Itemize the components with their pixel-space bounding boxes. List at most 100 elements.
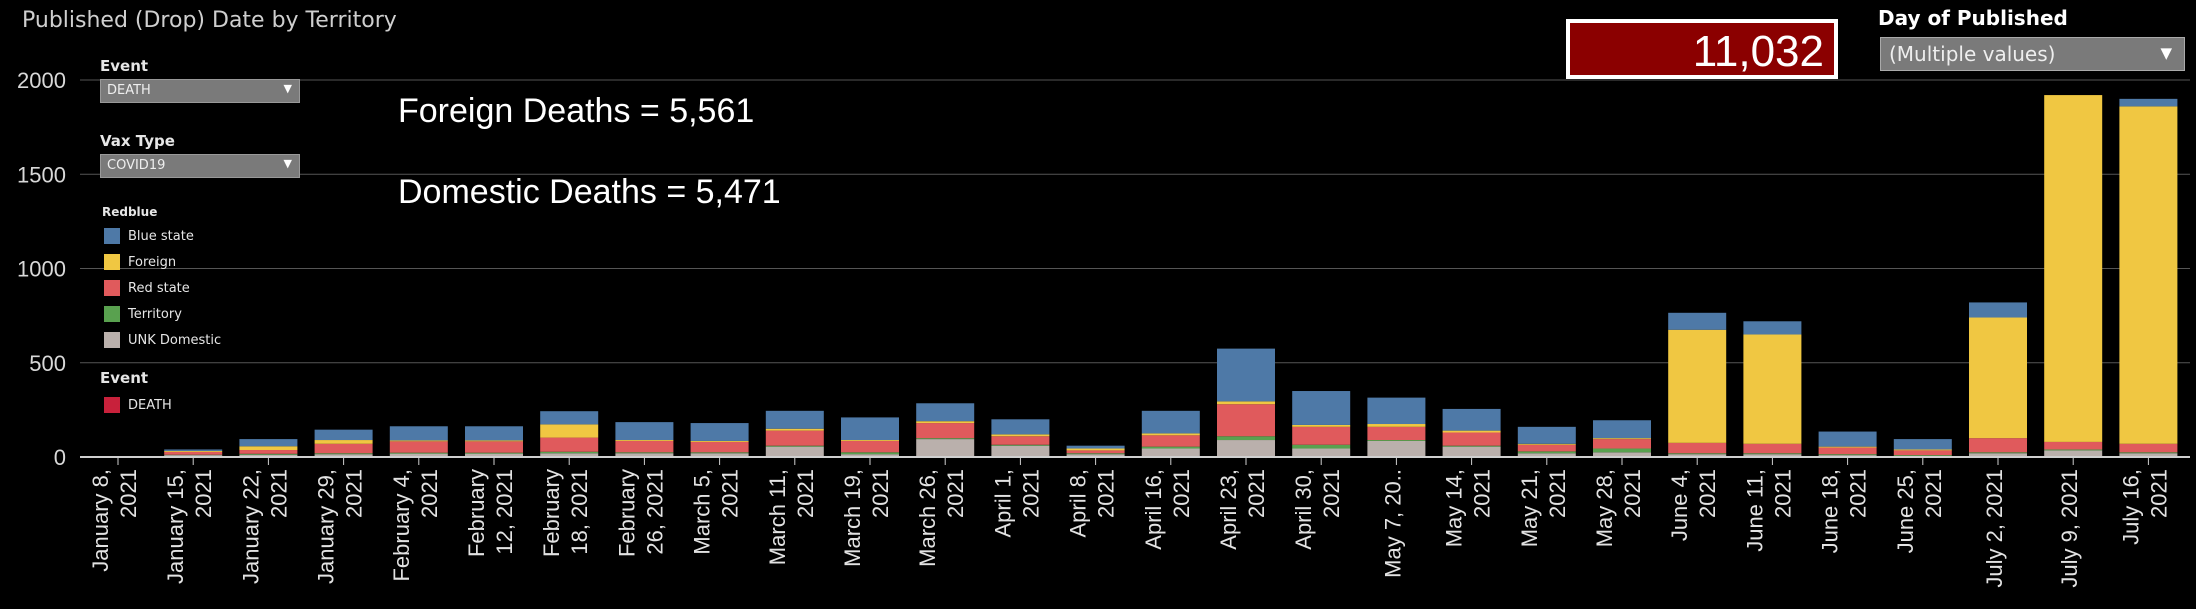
bar-segment	[1217, 404, 1275, 437]
bar-segment	[1893, 455, 1952, 457]
bar-segment	[1141, 448, 1200, 457]
bar-segment	[841, 440, 899, 453]
x-tick-label: 2021	[868, 469, 893, 518]
legend-label: Red state	[128, 281, 190, 296]
bar-segment	[2119, 98, 2178, 107]
bar-segment	[1743, 321, 1802, 335]
x-tick-label: 2021	[1319, 469, 1344, 518]
legend-label: Foreign	[128, 255, 177, 270]
bar-segment	[1292, 444, 1351, 449]
bar-segment	[841, 454, 899, 457]
vax-type-filter-label: Vax Type	[100, 132, 175, 150]
bar-segment	[314, 429, 373, 441]
bar-segment	[389, 426, 448, 441]
foreign-deaths-annotation: Foreign Deaths = 5,561	[398, 92, 755, 130]
bar-segment	[1593, 420, 1651, 439]
bar-segment	[164, 449, 223, 451]
bar-segment	[1818, 447, 1877, 455]
bar-segment	[389, 453, 448, 457]
bar-segment	[1517, 444, 1576, 452]
chevron-down-icon: ▼	[283, 82, 292, 95]
bar-segment	[1442, 408, 1501, 431]
domestic-deaths-annotation: Domestic Deaths = 5,471	[398, 173, 781, 211]
event-filter-dropdown[interactable]: DEATH ▼	[100, 79, 300, 103]
bar-segment	[1517, 443, 1576, 445]
bar-segment	[1517, 426, 1576, 444]
bar-segment	[615, 440, 674, 441]
bar-segment	[1292, 448, 1351, 457]
bar-segment	[1668, 454, 1727, 457]
x-tick-label: January 22,	[238, 469, 263, 584]
bar-segment	[540, 437, 599, 452]
chevron-down-icon: ▼	[2160, 44, 2172, 62]
x-tick-label: February	[464, 469, 489, 557]
bar-segment	[1442, 430, 1501, 433]
total-deaths-kpi: 11,032	[1566, 19, 1838, 79]
bar-segment	[389, 440, 448, 442]
legend-swatch	[104, 332, 120, 348]
bar-segment	[1743, 454, 1802, 457]
event-filter-value: DEATH	[107, 83, 151, 98]
x-tick-label: June 25,	[1893, 469, 1918, 553]
bar-segment	[164, 451, 223, 455]
day-of-published-value: (Multiple values)	[1889, 42, 2056, 66]
bar-segment	[841, 417, 899, 441]
x-tick-label: April 23,	[1216, 469, 1241, 550]
bar-segment	[1668, 442, 1727, 454]
x-tick-label: 2021	[1018, 469, 1043, 518]
bar-segment	[1217, 440, 1275, 457]
x-tick-label: March 26,	[915, 469, 940, 567]
bar-segment	[1969, 452, 2027, 454]
bar-segment	[239, 453, 298, 455]
legend-swatch	[104, 228, 120, 244]
bar-segment	[2044, 449, 2103, 451]
bar-segment	[841, 452, 899, 455]
bar-segment	[690, 452, 749, 454]
bar-segment	[2044, 450, 2103, 457]
event-legend-title: Event	[100, 369, 149, 387]
x-tick-label: 18, 2021	[567, 469, 592, 555]
x-tick-label: April 1,	[990, 469, 1015, 537]
x-tick-label: 2021	[1921, 469, 1946, 518]
bar-segment	[916, 421, 975, 424]
bar-segment	[540, 453, 599, 457]
bar-segment	[690, 423, 749, 441]
bar-segment	[1442, 445, 1501, 447]
bar-segment	[540, 424, 599, 438]
x-tick-label: 2021	[1770, 469, 1795, 518]
legend-swatch	[104, 397, 120, 413]
x-tick-label: May 14,	[1442, 469, 1467, 547]
legend-swatch	[104, 254, 120, 270]
bar-segment	[465, 441, 523, 453]
bar-segment	[1066, 448, 1125, 451]
day-of-published-label: Day of Published	[1878, 6, 2068, 30]
bar-segment	[1593, 438, 1651, 440]
day-of-published-dropdown[interactable]: (Multiple values) ▼	[1880, 37, 2185, 71]
x-tick-label: May 28,	[1592, 469, 1617, 547]
bar-segment	[465, 426, 523, 441]
bar-segment	[1969, 302, 2027, 318]
x-tick-label: February	[539, 469, 564, 557]
bar-segment	[1367, 426, 1426, 441]
x-tick-label: 2021	[417, 469, 442, 518]
bar-segment	[615, 422, 674, 441]
bar-segment	[2044, 441, 2103, 450]
bar-segment	[1066, 445, 1125, 449]
bar-segment	[314, 443, 373, 454]
bar-segment	[314, 453, 373, 455]
bar-segment	[765, 430, 824, 446]
bar-segment	[690, 440, 749, 442]
y-tick-label: 1500	[17, 162, 66, 187]
bar-segment	[1217, 348, 1275, 402]
bar-segment	[765, 428, 824, 431]
bar-segment	[615, 452, 674, 454]
bar-segment	[2119, 453, 2178, 457]
bar-segment	[916, 403, 975, 422]
bar-segment	[1292, 424, 1351, 427]
bar-segment	[1141, 433, 1200, 436]
bar-segment	[916, 438, 975, 440]
bar-segment	[991, 444, 1050, 446]
vax-type-filter-dropdown[interactable]: COVID19 ▼	[100, 154, 300, 178]
x-tick-label: April 16,	[1141, 469, 1166, 550]
bar-segment	[1743, 443, 1802, 454]
